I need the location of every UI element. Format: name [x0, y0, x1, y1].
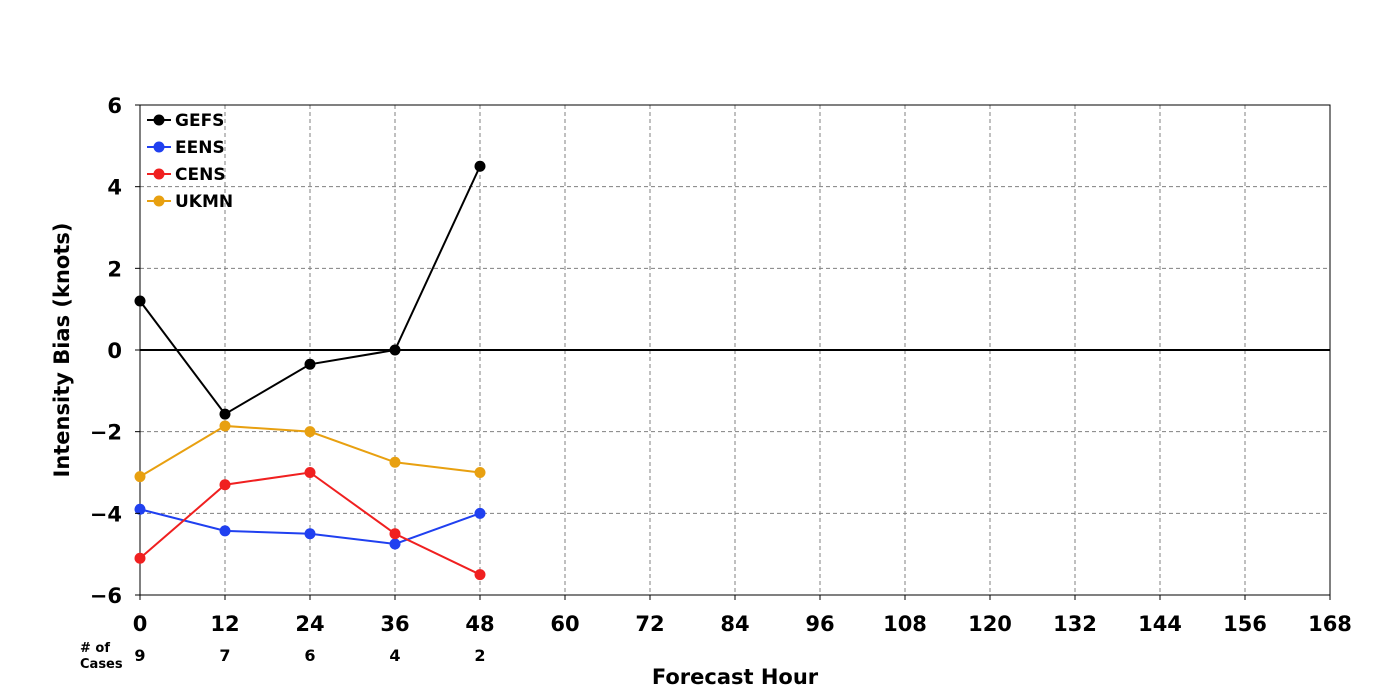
data-point-gefs	[389, 344, 401, 356]
legend-item-ukmn: UKMN	[147, 192, 233, 212]
cases-count: 6	[304, 646, 315, 665]
data-point-eens	[134, 503, 146, 515]
y-tick-label: −6	[90, 584, 122, 608]
cases-count: 7	[219, 646, 230, 665]
data-point-gefs	[304, 358, 316, 370]
y-tick-label: 4	[107, 176, 122, 200]
series-line-cens	[139, 471, 481, 576]
data-point-eens	[304, 528, 316, 540]
y-tick-label: 0	[107, 339, 122, 363]
data-point-eens	[389, 538, 401, 550]
data-point-cens	[219, 479, 231, 491]
x-tick-label: 60	[550, 612, 579, 636]
legend-item-eens: EENS	[147, 138, 225, 158]
legend-label-ukmn: UKMN	[175, 192, 233, 212]
y-axis-label: Intensity Bias (knots)	[50, 223, 74, 478]
data-point-gefs	[219, 408, 231, 420]
data-point-eens	[219, 525, 231, 537]
x-axis-label: Forecast Hour	[652, 665, 819, 689]
x-tick-label: 84	[720, 612, 749, 636]
cases-count: 4	[389, 646, 400, 665]
data-point-gefs	[134, 295, 146, 307]
data-point-ukmn	[474, 467, 486, 478]
x-tick-label: 144	[1138, 612, 1182, 636]
data-point-ukmn	[219, 420, 231, 432]
y-tick-label: 2	[107, 257, 122, 281]
cases-label: # of Cases	[80, 641, 123, 672]
legend-label-gefs: GEFS	[175, 111, 224, 131]
y-tick-label: −4	[90, 502, 122, 526]
x-tick-label: 24	[295, 612, 324, 636]
x-tick-label: 72	[635, 612, 664, 636]
y-tick-label: −2	[90, 421, 122, 445]
x-tick-label: 36	[380, 612, 409, 636]
data-point-cens	[304, 467, 316, 478]
data-point-ukmn	[389, 456, 401, 468]
legend-marker-cens	[153, 168, 165, 180]
data-point-cens	[134, 552, 146, 564]
data-point-cens	[474, 569, 486, 581]
legend: GEFS EENS CENS UKMN	[147, 111, 233, 212]
legend-label-eens: EENS	[175, 138, 225, 158]
legend-item-gefs: GEFS	[147, 111, 224, 131]
legend-marker-ukmn	[153, 195, 165, 207]
y-tick-label: 6	[107, 94, 122, 118]
data-point-gefs	[474, 160, 486, 172]
x-tick-label: 96	[805, 612, 834, 636]
legend-item-cens: CENS	[147, 165, 226, 185]
legend-marker-gefs	[153, 114, 165, 126]
x-tick-label: 12	[210, 612, 239, 636]
cases-count: 9	[134, 646, 145, 665]
x-tick-label: 48	[465, 612, 494, 636]
data-point-cens	[389, 528, 401, 540]
data-point-ukmn	[134, 471, 146, 483]
x-tick-label: 0	[133, 612, 148, 636]
legend-marker-eens	[153, 141, 165, 153]
data-point-eens	[474, 507, 486, 519]
series-layer	[134, 160, 486, 581]
data-point-ukmn	[304, 426, 316, 438]
x-tick-label: 120	[968, 612, 1012, 636]
x-tick-label: 132	[1053, 612, 1097, 636]
legend-label-cens: CENS	[175, 165, 226, 185]
cases-count: 2	[474, 646, 485, 665]
x-tick-label: 108	[883, 612, 927, 636]
x-tick-label: 156	[1223, 612, 1267, 636]
tick-layer: 0 12 24 36 48 60 72 84 96 108 120 132 144 156 168−6−4−…	[90, 94, 1352, 636]
cases-row: # of Cases 9 7 6 4 2	[80, 641, 486, 672]
x-tick-label: 168	[1308, 612, 1352, 636]
